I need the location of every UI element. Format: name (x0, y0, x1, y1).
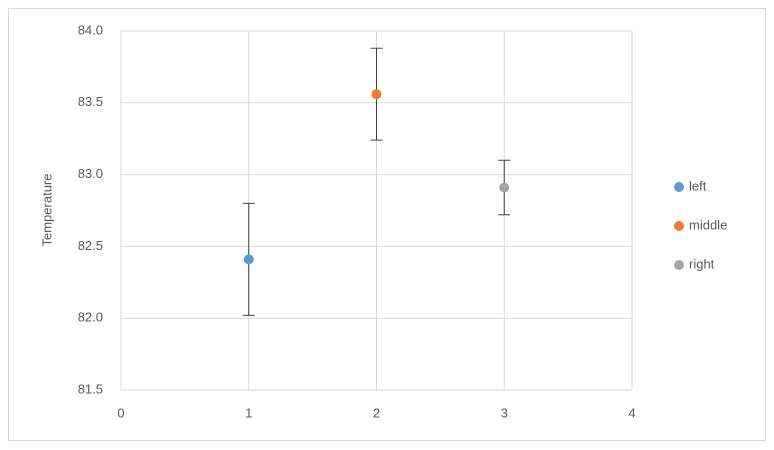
y-tick-label: 82.0 (78, 310, 103, 325)
x-tick-label: 3 (501, 405, 508, 420)
y-tick-label: 82.5 (78, 238, 103, 253)
y-tick-label: 83.0 (78, 166, 103, 181)
point (371, 89, 382, 100)
legend-marker (674, 221, 684, 231)
legend-label: left (689, 178, 707, 193)
x-tick-label: 0 (117, 405, 124, 420)
y-tick-label: 81.5 (78, 381, 103, 396)
x-tick-label: 2 (373, 405, 380, 420)
legend-label: right (689, 256, 715, 271)
y-tick-label: 84.0 (78, 22, 103, 37)
legend-marker (674, 182, 684, 192)
point (499, 182, 510, 193)
y-axis-label: Temperature (39, 174, 54, 247)
x-tick-label: 1 (245, 405, 252, 420)
legend-marker (674, 260, 684, 270)
legend-label: middle (689, 217, 727, 232)
point (243, 254, 254, 265)
y-tick-label: 83.5 (78, 94, 103, 109)
chart-border (8, 8, 766, 441)
x-tick-label: 4 (628, 405, 635, 420)
